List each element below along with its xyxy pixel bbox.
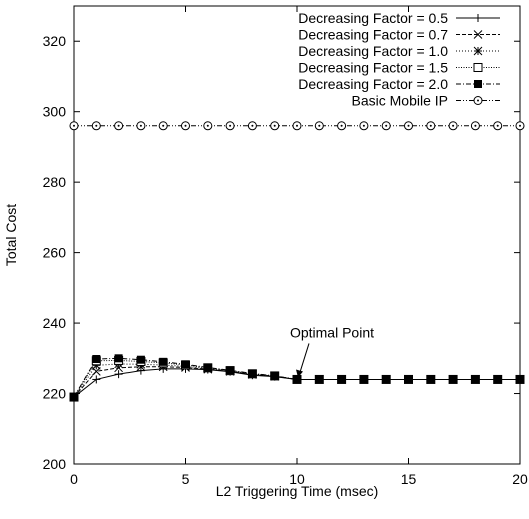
annotation-arrow-line xyxy=(298,343,310,376)
legend-label: Decreasing Factor = 2.0 xyxy=(298,76,448,92)
legend-marker xyxy=(473,46,483,56)
data-point xyxy=(92,375,101,384)
legend-label: Basic Mobile IP xyxy=(352,93,448,109)
legend-marker xyxy=(474,14,482,22)
data-point xyxy=(91,121,101,131)
data-point xyxy=(181,360,190,369)
legend-entry: Decreasing Factor = 0.7 xyxy=(298,27,500,43)
legend-entry: Decreasing Factor = 1.0 xyxy=(298,43,500,59)
legend-label: Decreasing Factor = 1.0 xyxy=(298,43,448,59)
data-point xyxy=(136,121,146,131)
data-point xyxy=(404,121,413,131)
data-point xyxy=(293,375,301,384)
data-point xyxy=(181,121,190,131)
x-tick-label: 20 xyxy=(512,471,528,487)
data-point xyxy=(426,375,435,384)
y-tick-label: 260 xyxy=(43,245,67,261)
series-5 xyxy=(70,354,524,402)
data-point xyxy=(247,121,257,131)
data-point xyxy=(114,370,123,379)
y-axis-label: Total Cost xyxy=(3,204,19,266)
y-tick-label: 240 xyxy=(43,315,67,331)
legend-entry: Decreasing Factor = 2.0 xyxy=(298,76,500,92)
x-tick-label: 5 xyxy=(182,471,190,487)
y-tick-label: 320 xyxy=(43,33,67,49)
legend-marker xyxy=(473,30,483,39)
legend-marker xyxy=(473,63,483,72)
data-point xyxy=(337,375,346,384)
x-tick-label: 0 xyxy=(70,471,78,487)
x-tick-label: 15 xyxy=(401,471,417,487)
data-point xyxy=(136,355,145,364)
data-point xyxy=(292,121,302,131)
data-point xyxy=(426,121,436,131)
data-point xyxy=(159,357,168,366)
data-point xyxy=(382,375,391,384)
data-point xyxy=(114,354,123,363)
data-point xyxy=(314,121,324,131)
y-tick-label: 200 xyxy=(43,456,67,472)
data-point xyxy=(315,375,324,384)
data-point xyxy=(270,121,280,131)
data-point xyxy=(381,121,391,131)
data-point xyxy=(70,393,78,402)
data-point xyxy=(69,121,79,131)
data-point xyxy=(248,369,257,378)
data-point xyxy=(493,121,503,131)
legend-entry: Decreasing Factor = 0.5 xyxy=(298,10,500,26)
plot-frame xyxy=(73,5,521,465)
series-line xyxy=(73,357,520,398)
legend-entry: Decreasing Factor = 1.5 xyxy=(298,60,500,76)
y-tick-label: 300 xyxy=(43,104,67,120)
data-point xyxy=(471,375,480,384)
data-point xyxy=(158,121,168,131)
x-tick-label: 10 xyxy=(289,471,305,487)
data-point xyxy=(448,121,458,131)
data-point xyxy=(470,121,480,131)
data-point xyxy=(92,355,101,364)
y-tick-label: 280 xyxy=(43,174,67,190)
annotation-arrow-head xyxy=(296,369,303,378)
data-point xyxy=(114,121,124,131)
data-point xyxy=(449,375,458,384)
annotation-optimal-point: Optimal Point xyxy=(290,324,374,340)
x-axis-label: L2 Triggering Time (msec) xyxy=(216,483,379,499)
data-point xyxy=(516,375,524,384)
data-point xyxy=(337,121,347,131)
legend-marker xyxy=(473,96,483,105)
data-point xyxy=(225,121,235,131)
data-point xyxy=(226,366,235,375)
data-point xyxy=(203,121,213,131)
data-point xyxy=(515,121,525,131)
data-point xyxy=(359,375,368,384)
legend-label: Decreasing Factor = 0.5 xyxy=(298,10,448,26)
legend-label: Decreasing Factor = 1.5 xyxy=(298,60,448,76)
y-tick-label: 220 xyxy=(43,386,67,402)
legend-label: Decreasing Factor = 0.7 xyxy=(298,27,448,43)
data-point xyxy=(493,375,502,384)
data-point xyxy=(359,121,369,131)
annotation-group: Optimal Point xyxy=(290,324,374,378)
series-group xyxy=(69,121,525,402)
series-6 xyxy=(69,121,525,131)
data-point xyxy=(270,371,279,380)
data-point xyxy=(203,363,212,372)
data-point xyxy=(404,375,413,384)
legend-marker xyxy=(474,80,482,88)
legend-entry: Basic Mobile IP xyxy=(352,93,500,109)
axes-group: 0 5 10 15 20 200 220 240 260 280 300 320 xyxy=(43,5,528,487)
